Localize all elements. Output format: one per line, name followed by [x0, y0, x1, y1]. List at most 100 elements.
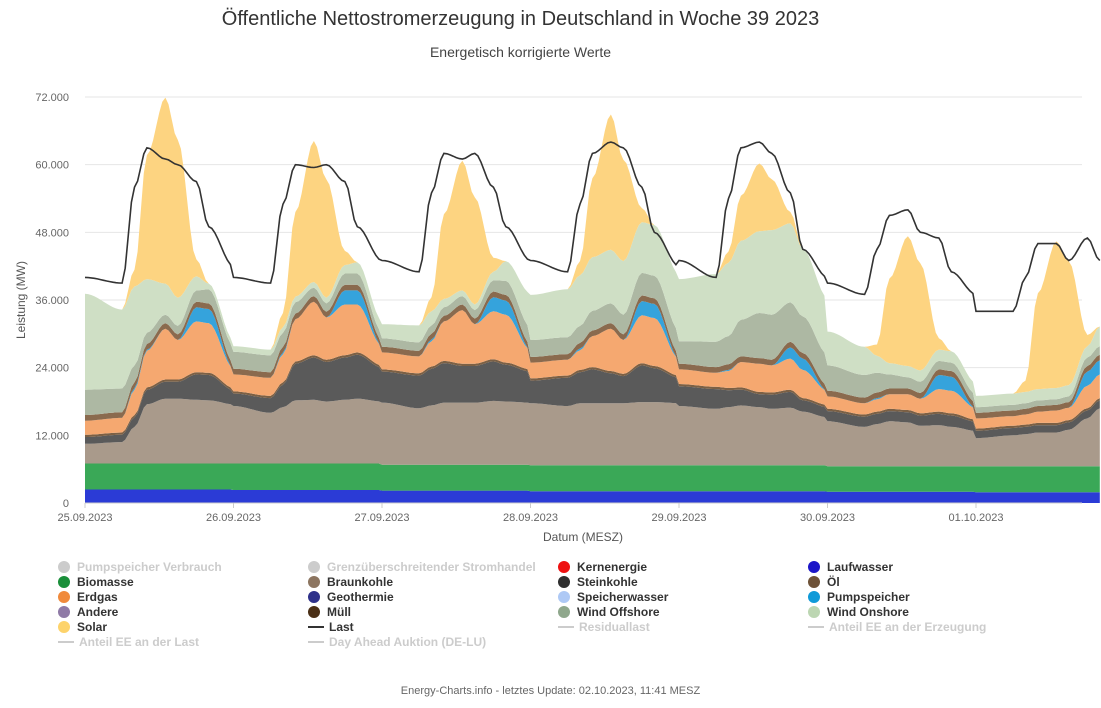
x-tick-label: 25.09.2023	[57, 512, 112, 524]
legend-item-müll[interactable]: Müll	[308, 605, 351, 619]
x-axis-label: Datum (MESZ)	[543, 530, 623, 544]
legend-label: Anteil EE an der Last	[79, 635, 200, 649]
area-erdgas	[85, 301, 1100, 435]
legend-label: Braunkohle	[327, 575, 394, 589]
x-tick-label: 26.09.2023	[206, 512, 261, 524]
y-tick-label: 0	[63, 498, 69, 510]
area-wind-offshore	[85, 272, 1100, 415]
x-tick-label: 01.10.2023	[948, 512, 1003, 524]
credits-text: Energy-Charts.info - letztes Update: 02.…	[400, 685, 701, 697]
area-solar	[85, 97, 1100, 396]
area-braunkohle	[85, 398, 1100, 467]
legend-marker-icon	[308, 606, 320, 618]
legend-marker-icon	[558, 591, 570, 603]
legend-item-grenzüberschreitender-stromhandel[interactable]: Grenzüberschreitender Stromhandel	[308, 560, 536, 574]
legend-item-braunkohle[interactable]: Braunkohle	[308, 575, 393, 589]
y-tick-label: 60.000	[35, 160, 69, 172]
legend-label: Wind Onshore	[827, 605, 909, 619]
legend-item-steinkohle[interactable]: Steinkohle	[558, 575, 638, 589]
area-öl	[85, 352, 1100, 437]
y-tick-label: 12.000	[35, 430, 69, 442]
legend-marker-icon	[58, 606, 70, 618]
legend-item-pumpspeicher[interactable]: Pumpspeicher	[808, 590, 910, 604]
chart-title: Öffentliche Nettostromerzeugung in Deuts…	[221, 8, 820, 30]
legend-label: Steinkohle	[577, 575, 638, 589]
y-tick-label: 36.000	[35, 295, 69, 307]
legend-marker-icon	[58, 561, 70, 573]
legend-marker-icon	[308, 561, 320, 573]
legend-marker-icon	[808, 626, 824, 628]
legend-item-öl[interactable]: Öl	[808, 575, 840, 589]
legend-label: Erdgas	[77, 590, 118, 604]
legend-marker-icon	[558, 576, 570, 588]
legend-marker-icon	[558, 606, 570, 618]
legend-label: Wind Offshore	[577, 605, 660, 619]
legend-label: Grenzüberschreitender Stromhandel	[327, 560, 536, 574]
legend-label: Pumpspeicher Verbrauch	[77, 560, 222, 574]
legend-label: Last	[329, 620, 354, 634]
legend-label: Residuallast	[579, 620, 650, 634]
y-tick-label: 48.000	[35, 227, 69, 239]
legend-marker-icon	[308, 626, 324, 628]
x-tick-label: 28.09.2023	[503, 512, 558, 524]
legend-item-last[interactable]: Last	[308, 620, 354, 634]
legend-marker-icon	[308, 641, 324, 643]
y-tick-label: 24.000	[35, 363, 69, 375]
line-last	[84, 141, 1101, 313]
legend-label: Andere	[77, 605, 119, 619]
legend-label: Öl	[827, 575, 840, 589]
legend-label: Laufwasser	[827, 560, 894, 574]
chart-subtitle: Energetisch korrigierte Werte	[429, 44, 612, 60]
legend-label: Kernenergie	[577, 560, 648, 574]
legend-marker-icon	[558, 626, 574, 628]
legend-label: Pumpspeicher	[827, 590, 910, 604]
legend-marker-icon	[58, 641, 74, 643]
x-tick-label: 27.09.2023	[354, 512, 409, 524]
legend-item-biomasse[interactable]: Biomasse	[58, 575, 134, 589]
legend-item-wind-onshore[interactable]: Wind Onshore	[808, 605, 909, 619]
legend-marker-icon	[558, 561, 570, 573]
legend-label: Geothermie	[327, 590, 394, 604]
legend-item-wind-offshore[interactable]: Wind Offshore	[558, 605, 660, 619]
legend-item-day-ahead-auktion-de-lu-[interactable]: Day Ahead Auktion (DE-LU)	[308, 635, 486, 649]
area-laufwasser	[85, 489, 1100, 503]
legend-marker-icon	[58, 591, 70, 603]
load-line	[84, 141, 1101, 313]
legend-item-andere[interactable]: Andere	[58, 605, 118, 619]
area-steinkohle	[85, 354, 1100, 444]
legend-marker-icon	[808, 591, 820, 603]
legend-marker-icon	[808, 561, 820, 573]
legend-marker-icon	[808, 576, 820, 588]
legend-marker-icon	[808, 606, 820, 618]
legend-item-pumpspeicher-verbrauch[interactable]: Pumpspeicher Verbrauch	[58, 560, 222, 574]
legend-item-speicherwasser[interactable]: Speicherwasser	[558, 590, 668, 604]
generation-areas	[85, 97, 1100, 503]
legend-marker-icon	[308, 576, 320, 588]
axes: 0 12.000 24.000 36.000 48.000 60.000 72.000 25.…	[35, 92, 1082, 524]
legend-label: Biomasse	[77, 575, 134, 589]
legend-item-laufwasser[interactable]: Laufwasser	[808, 560, 893, 574]
legend-item-geothermie[interactable]: Geothermie	[308, 590, 394, 604]
legend-item-anteil-ee-an-der-last[interactable]: Anteil EE an der Last	[58, 635, 199, 649]
legend-label: Speicherwasser	[577, 590, 669, 604]
area-biomasse	[85, 463, 1100, 493]
legend-label: Anteil EE an der Erzeugung	[829, 620, 987, 634]
x-tick-label: 30.09.2023	[800, 512, 855, 524]
legend-item-kernenergie[interactable]: Kernenergie	[558, 560, 647, 574]
stacked-area-chart: 0 12.000 24.000 36.000 48.000 60.000 72.000 25.…	[14, 92, 1101, 544]
x-tick-label: 29.09.2023	[651, 512, 706, 524]
legend: Pumpspeicher Verbrauch Grenzüberschreiten…	[0, 560, 1101, 652]
legend-item-residuallast[interactable]: Residuallast	[558, 620, 650, 634]
area-wind-onshore	[85, 222, 1100, 408]
legend-item-erdgas[interactable]: Erdgas	[58, 590, 118, 604]
legend-item-solar[interactable]: Solar	[58, 620, 107, 634]
legend-marker-icon	[308, 591, 320, 603]
legend-label: Day Ahead Auktion (DE-LU)	[329, 635, 487, 649]
legend-item-anteil-ee-an-der-erzeugung[interactable]: Anteil EE an der Erzeugung	[808, 620, 986, 634]
legend-label: Müll	[327, 605, 351, 619]
legend-label: Solar	[77, 620, 108, 634]
y-tick-label: 72.000	[35, 92, 69, 104]
legend-marker-icon	[58, 576, 70, 588]
y-axis-label: Leistung (MW)	[14, 261, 28, 339]
legend-marker-icon	[58, 621, 70, 633]
